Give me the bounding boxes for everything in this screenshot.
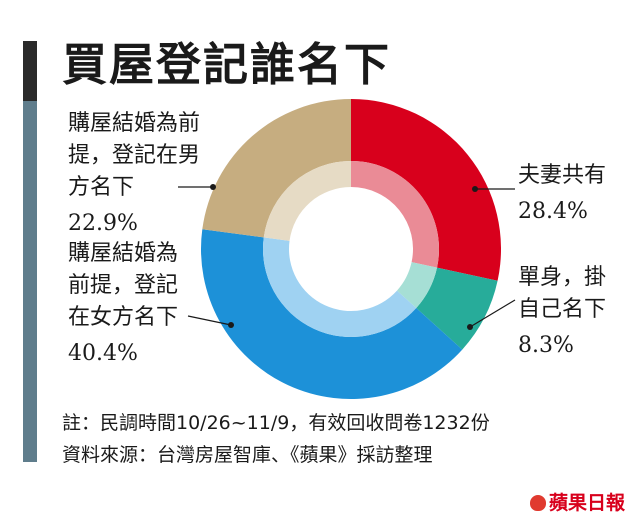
apple-daily-logo: 蘋果日報 <box>530 488 625 515</box>
survey-note: 註：民調時間10/26~11/9，有效回收問卷1232份 <box>62 412 490 434</box>
label-female-line-3: 在女方名下 <box>68 305 179 330</box>
slice-couple <box>351 99 501 281</box>
label-single: 單身，掛 自己名下 8.3% <box>518 262 606 362</box>
label-male-line-1: 購屋結婚為前 <box>68 111 201 136</box>
accent-bar-dark <box>23 41 37 101</box>
apple-icon <box>530 495 546 511</box>
logo-text: 蘋果日報 <box>549 492 626 514</box>
label-male: 購屋結婚為前 提，登記在男 方名下 22.9% <box>68 108 200 240</box>
slice-inner-couple <box>351 161 440 268</box>
label-single-line-1: 單身，掛 <box>518 265 607 290</box>
leader-line-single <box>469 299 516 328</box>
label-couple: 夫妻共有 28.4% <box>518 160 606 228</box>
leader-dot-couple <box>472 186 478 192</box>
label-single-percent: 8.3% <box>518 333 574 358</box>
slice-inner-male <box>263 161 351 241</box>
slice-male <box>202 99 351 238</box>
label-male-percent: 22.9% <box>68 211 138 236</box>
label-female-line-1: 購屋結婚為 <box>68 241 179 266</box>
slice-single <box>416 267 498 350</box>
slice-inner-single <box>396 262 437 309</box>
label-female-line-2: 前提，登記 <box>68 273 179 298</box>
label-female: 購屋結婚為 前提，登記 在女方名下 40.4% <box>68 238 178 370</box>
chart-title: 買屋登記誰名下 <box>62 38 392 91</box>
leader-line-female <box>187 315 232 326</box>
label-couple-percent: 28.4% <box>518 199 588 224</box>
leader-dot-male <box>210 184 216 190</box>
label-female-percent: 40.4% <box>68 341 138 366</box>
accent-bar-slate <box>23 101 37 462</box>
label-male-line-3: 方名下 <box>68 175 135 200</box>
source-note: 資料來源：台灣房屋智庫、《蘋果》採訪整理 <box>62 444 433 466</box>
slice-inner-female <box>263 237 417 337</box>
leader-dot-single <box>467 324 473 330</box>
label-couple-line-1: 夫妻共有 <box>518 163 607 188</box>
slice-female <box>200 229 463 400</box>
label-male-line-2: 提，登記在男 <box>68 143 201 168</box>
leader-dot-female <box>228 322 234 328</box>
label-single-line-2: 自己名下 <box>518 297 607 322</box>
